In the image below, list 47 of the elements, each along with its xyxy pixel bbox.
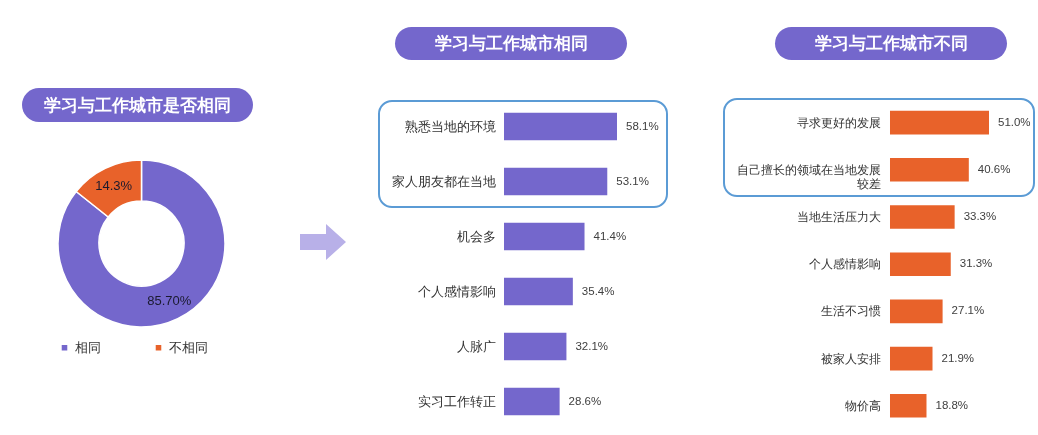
- y-tick-label: 物价高: [845, 399, 882, 414]
- data-label: 31.3%: [959, 257, 993, 270]
- bar: [504, 387, 560, 415]
- chart-title: 学习与工作城市相同: [395, 27, 627, 60]
- y-tick-label: 生活不习惯: [821, 304, 882, 319]
- chart-title: 学习与工作城市不同: [775, 27, 1007, 60]
- bar: [890, 111, 989, 135]
- legend-label: 不相同: [169, 339, 208, 355]
- y-tick-label: 个人感情影响: [417, 284, 496, 298]
- bar: [890, 252, 951, 277]
- chart-title: 学习与工作城市是否相同: [22, 88, 253, 122]
- data-label: 14.3%: [95, 177, 133, 193]
- bar: [504, 277, 573, 305]
- data-label: 27.1%: [951, 304, 985, 317]
- bar: [504, 167, 608, 195]
- y-tick-label: 当地生活压力大: [797, 210, 882, 225]
- y-tick-label: 机会多: [456, 229, 496, 243]
- data-label: 18.8%: [935, 399, 969, 412]
- data-label: 21.9%: [941, 351, 975, 364]
- data-label: 32.1%: [575, 339, 609, 351]
- y-tick-label: 寻求更好的发展: [797, 115, 882, 130]
- bar: [890, 158, 969, 182]
- data-label: 40.6%: [977, 163, 1011, 176]
- bar: [890, 347, 933, 371]
- bar: [504, 332, 567, 360]
- data-label: 53.1%: [616, 174, 649, 186]
- bar: [504, 112, 617, 140]
- data-label: 58.1%: [626, 119, 659, 131]
- data-label: 28.6%: [568, 394, 602, 406]
- bar: [890, 205, 955, 230]
- data-label: 33.3%: [963, 210, 997, 223]
- donut-slice: [57, 159, 226, 328]
- data-label: 51.0%: [998, 115, 1031, 128]
- y-tick-label: 家人朋友都在当地: [391, 173, 496, 188]
- data-label: 85.70%: [147, 293, 192, 309]
- bar: [890, 394, 927, 418]
- data-label: 41.4%: [593, 229, 627, 241]
- bar: [890, 299, 943, 324]
- y-tick-label: 个人感情影响: [809, 257, 882, 272]
- legend-label: 相同: [75, 339, 101, 355]
- bar: [504, 222, 585, 250]
- y-tick-label: 实习工作转正: [417, 394, 496, 408]
- y-tick-label: 被家人安排: [821, 351, 882, 366]
- data-label: 35.4%: [581, 284, 615, 296]
- y-tick-label: 自己擅长的领域在当地发展较差: [737, 163, 882, 192]
- y-tick-label: 熟悉当地的环境: [404, 118, 496, 133]
- y-tick-label: 人脉广: [456, 339, 496, 353]
